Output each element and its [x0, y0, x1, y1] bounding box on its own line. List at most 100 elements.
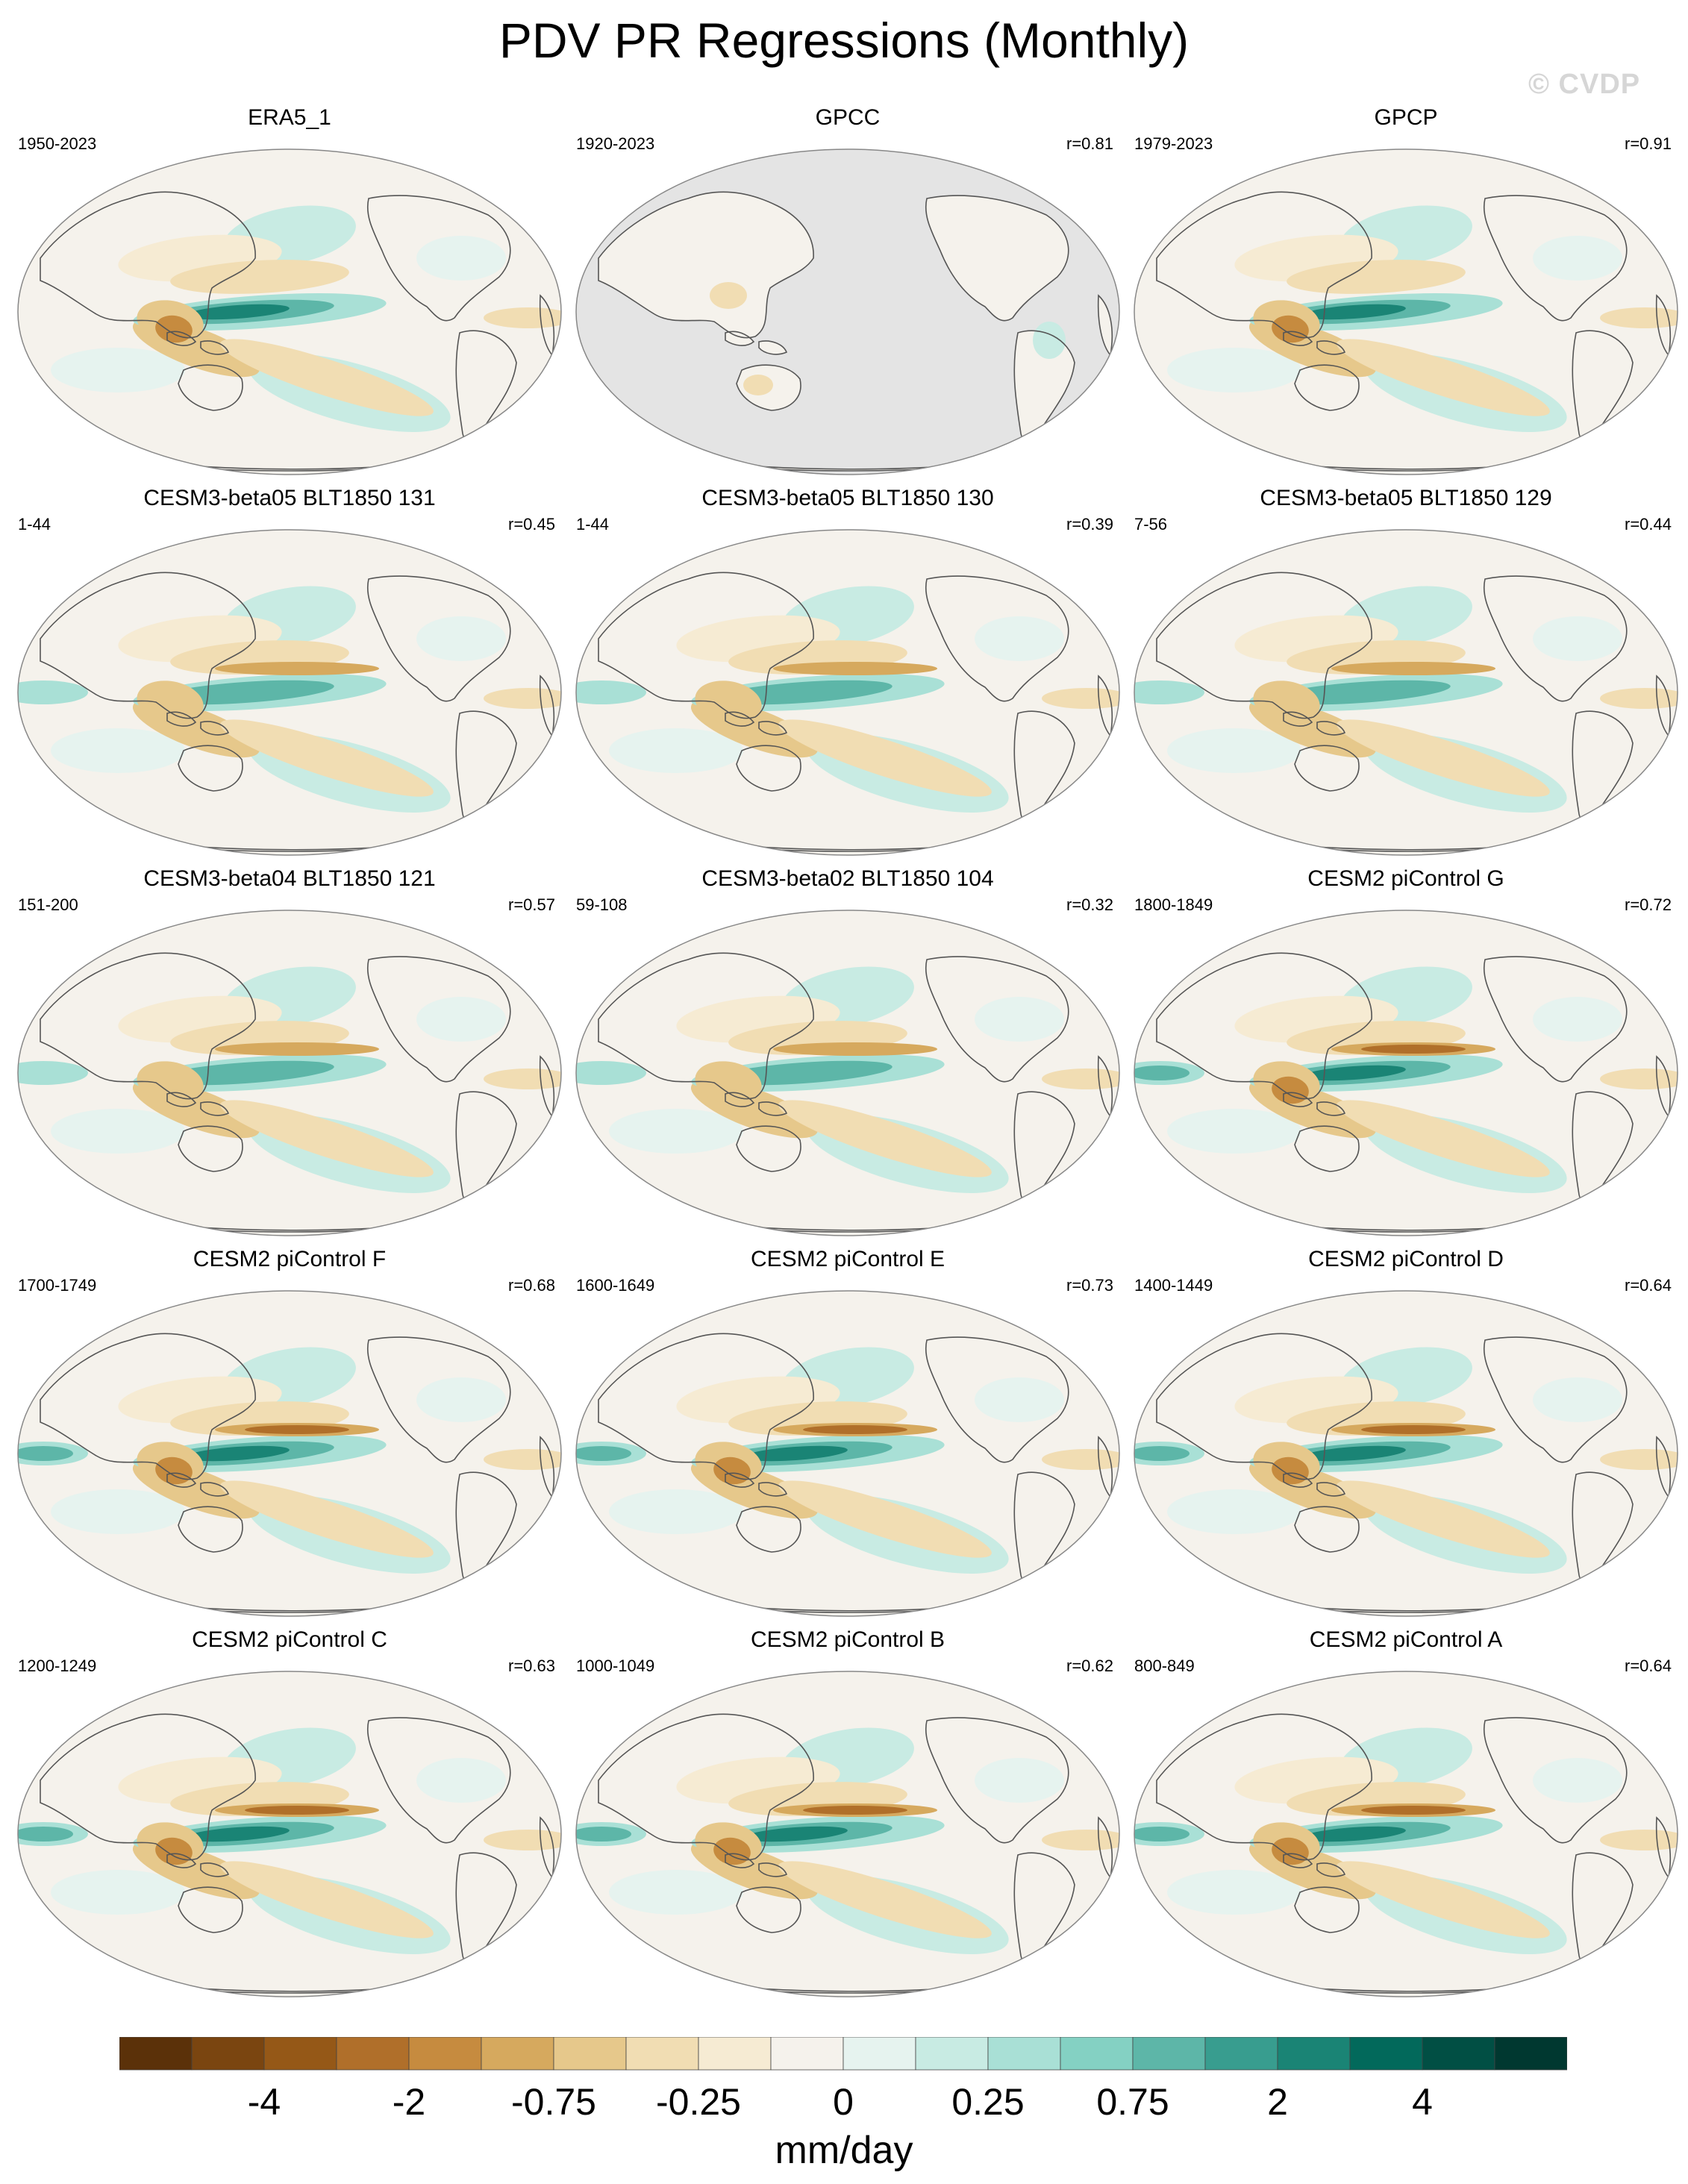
colorbar-unit-label: mm/day — [775, 2129, 913, 2172]
regression-map — [1134, 1671, 1678, 1997]
map-panel: CESM2 piControl E 1600-1649 r=0.73 — [572, 1246, 1124, 1619]
regression-map — [1134, 910, 1678, 1236]
regression-map — [1134, 148, 1678, 475]
colorbar-swatch — [553, 2037, 627, 2071]
panel-period: 59-108 — [576, 895, 628, 914]
colorbar-tick-label: 2 — [1267, 2081, 1288, 2123]
colorbar-swatch — [625, 2037, 699, 2071]
panel-title: CESM3-beta02 BLT1850 104 — [701, 866, 994, 891]
panel-pattern-correlation: r=0.81 — [1066, 134, 1113, 153]
panel-period: 1800-1849 — [1134, 895, 1213, 914]
colorbar-swatch — [1349, 2037, 1423, 2071]
colorbar-swatch — [1277, 2037, 1351, 2071]
panel-pattern-correlation: r=0.63 — [508, 1656, 555, 1675]
map-panel: CESM3-beta02 BLT1850 104 59-108 r=0.32 — [572, 866, 1124, 1239]
panel-period: 1920-2023 — [576, 134, 655, 153]
colorbar-tick-label: -4 — [248, 2081, 281, 2123]
map-panel: CESM2 piControl B 1000-1049 r=0.62 — [572, 1627, 1124, 2000]
map-panel: CESM2 piControl G 1800-1849 r=0.72 — [1130, 866, 1682, 1239]
panel-pattern-correlation: r=0.44 — [1625, 515, 1672, 534]
panel-period: 1-44 — [18, 515, 51, 534]
regression-map — [17, 529, 562, 856]
panel-pattern-correlation: r=0.91 — [1625, 134, 1672, 153]
map-panel: CESM2 piControl D 1400-1449 r=0.64 — [1130, 1246, 1682, 1619]
panel-period: 1700-1749 — [18, 1276, 97, 1295]
panel-title: CESM2 piControl G — [1307, 866, 1504, 891]
colorbar-swatch — [1422, 2037, 1495, 2071]
panel-pattern-correlation: r=0.72 — [1625, 895, 1672, 914]
colorbar-swatch — [408, 2037, 482, 2071]
panel-period: 1600-1649 — [576, 1276, 655, 1295]
panel-period: 1400-1449 — [1134, 1276, 1213, 1295]
map-panel: CESM3-beta05 BLT1850 131 1-44 r=0.45 — [13, 485, 566, 858]
map-panel: CESM3-beta05 BLT1850 129 7-56 r=0.44 — [1130, 485, 1682, 858]
map-panel: GPCC 1920-2023 r=0.81 — [572, 104, 1124, 478]
colorbar-tick-label: -0.25 — [656, 2081, 741, 2123]
regression-map — [575, 1671, 1120, 1997]
colorbar-swatch — [119, 2037, 193, 2071]
map-panel: ERA5_1 1950-2023 — [13, 104, 566, 478]
colorbar-tick-label: 0.75 — [1096, 2081, 1169, 2123]
colorbar-tick-label: 0.25 — [951, 2081, 1024, 2123]
panel-period: 800-849 — [1134, 1656, 1195, 1675]
map-panel: CESM2 piControl F 1700-1749 r=0.68 — [13, 1246, 566, 1619]
panel-title: ERA5_1 — [248, 105, 331, 130]
colorbar-swatch — [1204, 2037, 1278, 2071]
panel-title: CESM3-beta04 BLT1850 121 — [143, 866, 436, 891]
map-panel: CESM3-beta05 BLT1850 130 1-44 r=0.39 — [572, 485, 1124, 858]
colorbar-swatch — [698, 2037, 772, 2071]
colorbar-swatch — [336, 2037, 410, 2071]
regression-map — [575, 910, 1120, 1236]
panel-period: 1200-1249 — [18, 1656, 97, 1675]
panel-title: CESM2 piControl A — [1309, 1627, 1503, 1652]
panel-title: CESM3-beta05 BLT1850 131 — [143, 486, 436, 510]
colorbar-swatch — [1494, 2037, 1567, 2071]
panel-title: CESM3-beta05 BLT1850 129 — [1260, 486, 1552, 510]
panel-period: 1979-2023 — [1134, 134, 1213, 153]
panel-period: 1950-2023 — [18, 134, 97, 153]
panel-pattern-correlation: r=0.73 — [1066, 1276, 1113, 1295]
panel-title: GPCP — [1374, 105, 1438, 130]
colorbar-swatch — [1132, 2037, 1206, 2071]
colorbar-swatch — [770, 2037, 844, 2071]
regression-map — [17, 148, 562, 475]
map-panel: GPCP 1979-2023 r=0.91 — [1130, 104, 1682, 478]
panel-pattern-correlation: r=0.39 — [1066, 515, 1113, 534]
regression-map — [575, 148, 1120, 475]
colorbar-swatch — [915, 2037, 989, 2071]
map-panel: CESM2 piControl A 800-849 r=0.64 — [1130, 1627, 1682, 2000]
panel-period: 151-200 — [18, 895, 78, 914]
regression-map — [17, 1671, 562, 1997]
colorbar-swatch — [191, 2037, 265, 2071]
regression-map — [17, 910, 562, 1236]
panel-pattern-correlation: r=0.32 — [1066, 895, 1113, 914]
panel-pattern-correlation: r=0.62 — [1066, 1656, 1113, 1675]
panel-pattern-correlation: r=0.68 — [508, 1276, 555, 1295]
panel-period: 1-44 — [576, 515, 610, 534]
panel-pattern-correlation: r=0.64 — [1625, 1276, 1672, 1295]
colorbar-swatch — [843, 2037, 916, 2071]
panel-period: 1000-1049 — [576, 1656, 655, 1675]
panel-title: CESM3-beta05 BLT1850 130 — [701, 486, 994, 510]
panel-pattern-correlation: r=0.57 — [508, 895, 555, 914]
panel-pattern-correlation: r=0.64 — [1625, 1656, 1672, 1675]
map-panel: CESM2 piControl C 1200-1249 r=0.63 — [13, 1627, 566, 2000]
regression-map — [1134, 1290, 1678, 1617]
colorbar-swatch — [263, 2037, 337, 2071]
figure-title: PDV PR Regressions (Monthly) — [498, 13, 1190, 68]
colorbar-tick-label: -0.75 — [511, 2081, 596, 2123]
colorbar-swatch — [987, 2037, 1061, 2071]
panel-title: CESM2 piControl E — [750, 1247, 945, 1271]
regression-map — [575, 1290, 1120, 1617]
colorbar-swatch — [481, 2037, 554, 2071]
panel-pattern-correlation: r=0.45 — [508, 515, 555, 534]
regression-map — [575, 529, 1120, 856]
colorbar: -4 -2 -0.75 -0.25 0 0.25 0.75 2 4 — [119, 2037, 1567, 2123]
cvdp-watermark: © CVDP — [1528, 69, 1641, 100]
colorbar-tick-label: -2 — [393, 2081, 425, 2123]
panel-title: GPCC — [815, 105, 881, 130]
panel-title: CESM2 piControl C — [192, 1627, 387, 1652]
regression-map — [17, 1290, 562, 1617]
regression-map — [1134, 529, 1678, 856]
panel-title: CESM2 piControl F — [193, 1247, 387, 1271]
